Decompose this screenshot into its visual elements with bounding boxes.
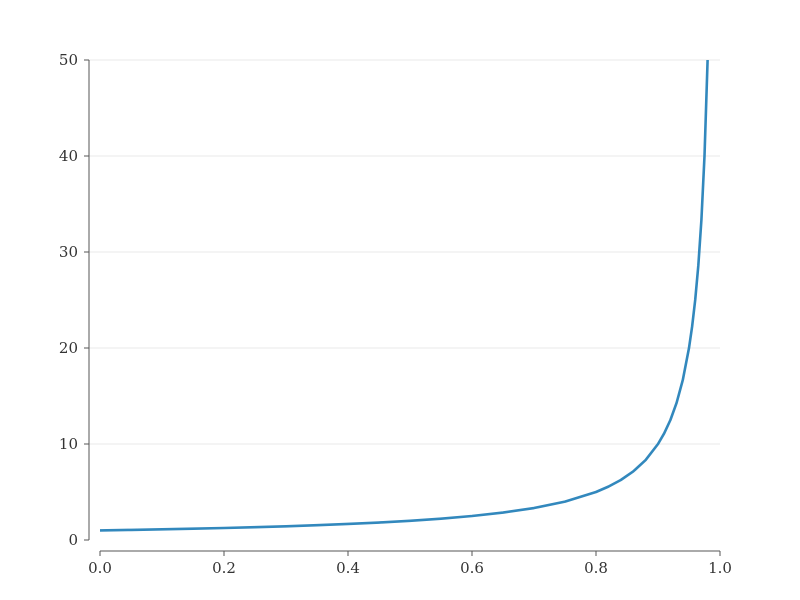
x-tick-label: 0.6 — [460, 559, 484, 577]
y-tick-label: 20 — [59, 339, 78, 357]
x-axis-ticks: 0.0 0.2 0.4 0.6 0.8 1.0 — [88, 551, 732, 577]
y-axis-ticks: 0 10 20 30 40 50 — [59, 51, 89, 549]
y-tick-label: 10 — [59, 435, 78, 453]
series-line — [99, 59, 709, 532]
y-tick-label: 40 — [59, 147, 78, 165]
x-tick-label: 0.0 — [88, 559, 112, 577]
series-group — [99, 59, 709, 532]
axes — [88, 60, 720, 552]
x-tick-label: 1.0 — [708, 559, 732, 577]
x-tick-label: 0.8 — [584, 559, 608, 577]
x-tick-label: 0.4 — [336, 559, 360, 577]
x-tick-label: 0.2 — [212, 559, 236, 577]
grid — [89, 59, 720, 445]
y-tick-label: 30 — [59, 243, 78, 261]
y-tick-label: 50 — [59, 51, 78, 69]
y-tick-label: 0 — [68, 531, 78, 549]
